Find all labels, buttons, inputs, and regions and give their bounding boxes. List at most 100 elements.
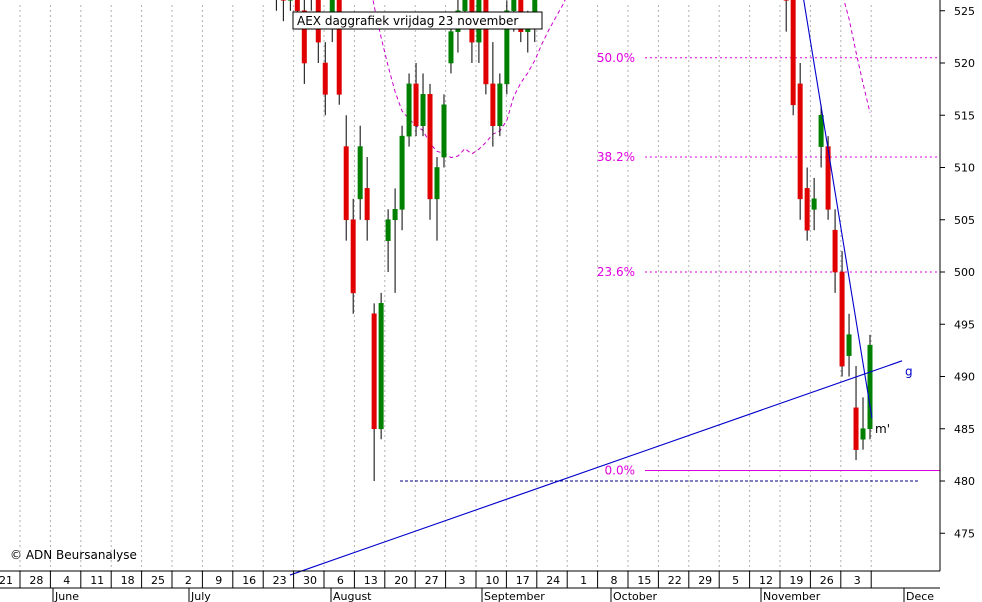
x-tick-label: 24: [546, 574, 560, 587]
x-tick-label: 3: [854, 574, 861, 587]
candle-body: [406, 83, 412, 137]
candle-body: [413, 83, 419, 127]
candle-body: [860, 428, 866, 440]
candle-body: [818, 114, 824, 147]
watermark: © ADN Beursanalyse: [10, 548, 137, 562]
candle-body: [490, 83, 496, 127]
x-tick-label: 26: [820, 574, 834, 587]
x-tick-label: 16: [242, 574, 256, 587]
x-tick-label: 15: [637, 574, 651, 587]
candle-body: [392, 209, 398, 221]
candle-body: [357, 146, 363, 200]
candle-body: [839, 271, 845, 367]
y-tick-label: 500: [954, 266, 975, 279]
trendlines: [289, 0, 918, 576]
annotation-m-prime: m': [875, 422, 890, 436]
candle-body: [427, 94, 433, 200]
y-tick-label: 495: [954, 318, 975, 331]
x-tick-label: 3: [459, 574, 466, 587]
fibonacci-label: 38.2%: [597, 150, 635, 164]
x-tick-label: 23: [273, 574, 287, 587]
candle-body: [790, 0, 796, 106]
candle-body: [846, 334, 852, 356]
candle-body: [483, 0, 489, 85]
y-tick-label: 520: [954, 57, 975, 70]
x-tick-label: 30: [303, 574, 317, 587]
candle-body: [378, 303, 384, 430]
x-tick-label: 12: [759, 574, 773, 587]
x-tick-label: 4: [63, 574, 70, 587]
trendline-down: [803, 0, 873, 419]
candle-body: [343, 146, 349, 221]
candle-body: [350, 219, 356, 294]
candle-body: [497, 83, 503, 127]
y-tick-label: 510: [954, 162, 975, 175]
candle-body: [371, 313, 377, 430]
candle-body: [867, 344, 873, 430]
grid: [19, 5, 872, 571]
y-tick-label: 490: [954, 371, 975, 384]
x-month-label: August: [333, 590, 372, 602]
x-tick-label: 1: [580, 574, 587, 587]
candle-body: [462, 0, 468, 12]
candle-body: [420, 94, 426, 126]
x-month-label: Dece: [906, 590, 934, 602]
x-tick-label: 10: [485, 574, 499, 587]
fibonacci-levels: 100.0%61.8%50.0%38.2%23.6%0.0%: [597, 51, 940, 478]
candle-body: [811, 198, 817, 210]
chart-text: AEX daggrafiek vrijdag 23 november © ADN…: [10, 11, 913, 562]
fibonacci-label: 50.0%: [597, 51, 635, 65]
y-tick-label: 480: [954, 475, 975, 488]
x-tick-label: 2: [185, 574, 192, 587]
candle-body: [364, 188, 370, 221]
x-tick-label: 19: [789, 574, 803, 587]
y-tick-label: 485: [954, 423, 975, 436]
x-tick-label: 6: [337, 574, 344, 587]
candle-body: [804, 188, 810, 231]
y-tick-label: 505: [954, 214, 975, 227]
y-tick-label: 515: [954, 109, 975, 122]
x-tick-label: 25: [151, 574, 165, 587]
candle-body: [434, 167, 440, 200]
x-tick-label: 28: [29, 574, 43, 587]
candle-body: [322, 62, 328, 95]
x-tick-label: 13: [364, 574, 378, 587]
x-tick-label: 20: [394, 574, 408, 587]
annotation-g: g: [905, 364, 913, 378]
moving-averages: [372, 0, 871, 159]
x-month-label: September: [484, 590, 545, 602]
candle-body: [853, 407, 859, 450]
moving-average-short: [372, 0, 871, 159]
x-tick-label: 9: [215, 574, 222, 587]
y-tick-label: 525: [954, 5, 975, 18]
x-tick-label: 29: [698, 574, 712, 587]
candle-body: [511, 0, 517, 12]
candle-body: [832, 229, 838, 273]
x-tick-label: 8: [611, 574, 618, 587]
x-tick-label: 21: [0, 574, 13, 587]
x-month-label: June: [54, 590, 79, 602]
candle-body: [441, 104, 447, 158]
candle-body: [797, 83, 803, 200]
x-month-label: November: [763, 590, 821, 602]
candle-body: [294, 0, 300, 12]
candle-body: [301, 10, 307, 64]
chart-title: AEX daggrafiek vrijdag 23 november: [297, 14, 518, 28]
x-tick-label: 11: [90, 574, 104, 587]
x-tick-label: 27: [425, 574, 439, 587]
x-tick-label: 17: [516, 574, 530, 587]
candle-body: [399, 135, 405, 210]
candle-body: [448, 31, 454, 64]
candle-body: [385, 219, 391, 241]
fibonacci-label: 23.6%: [597, 265, 635, 279]
fibonacci-label: 0.0%: [605, 464, 636, 478]
y-tick-label: 475: [954, 527, 975, 540]
x-month-label: October: [613, 590, 657, 602]
x-tick-label: 5: [732, 574, 739, 587]
title-box: [292, 11, 543, 30]
x-tick-label: 18: [121, 574, 135, 587]
candle-body: [504, 10, 510, 85]
trendline-g: [289, 360, 903, 576]
